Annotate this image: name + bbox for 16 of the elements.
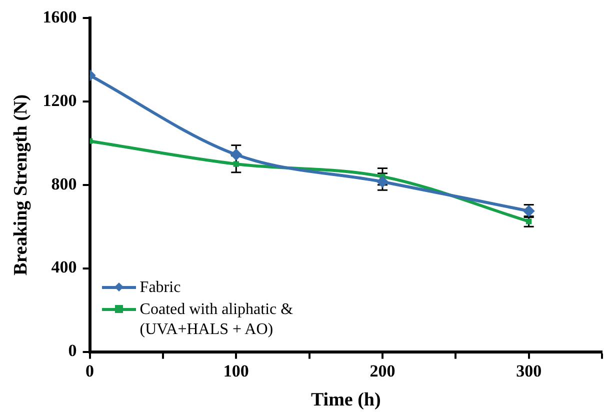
x-tick-label: 300 xyxy=(516,361,542,380)
y-tick-label: 1200 xyxy=(42,90,77,110)
y-axis-title: Breaking Strength (N) xyxy=(10,94,32,276)
point xyxy=(233,161,239,167)
legend-label: Coated with aliphatic & (UVA+HALS + AO) xyxy=(140,300,294,340)
x-tick-label: 200 xyxy=(370,361,396,380)
legend-label: Fabric xyxy=(140,278,181,298)
point xyxy=(376,176,388,188)
y-tick-label: 1600 xyxy=(42,7,77,26)
y-tick-label: 0 xyxy=(68,341,77,360)
x-tick-label: 0 xyxy=(86,361,94,380)
y-tick-label: 400 xyxy=(51,258,77,277)
x-tick-label: 100 xyxy=(223,361,249,380)
x-axis-title: Time (h) xyxy=(310,390,381,411)
point xyxy=(230,148,242,161)
y-tick-label: 800 xyxy=(51,174,77,194)
